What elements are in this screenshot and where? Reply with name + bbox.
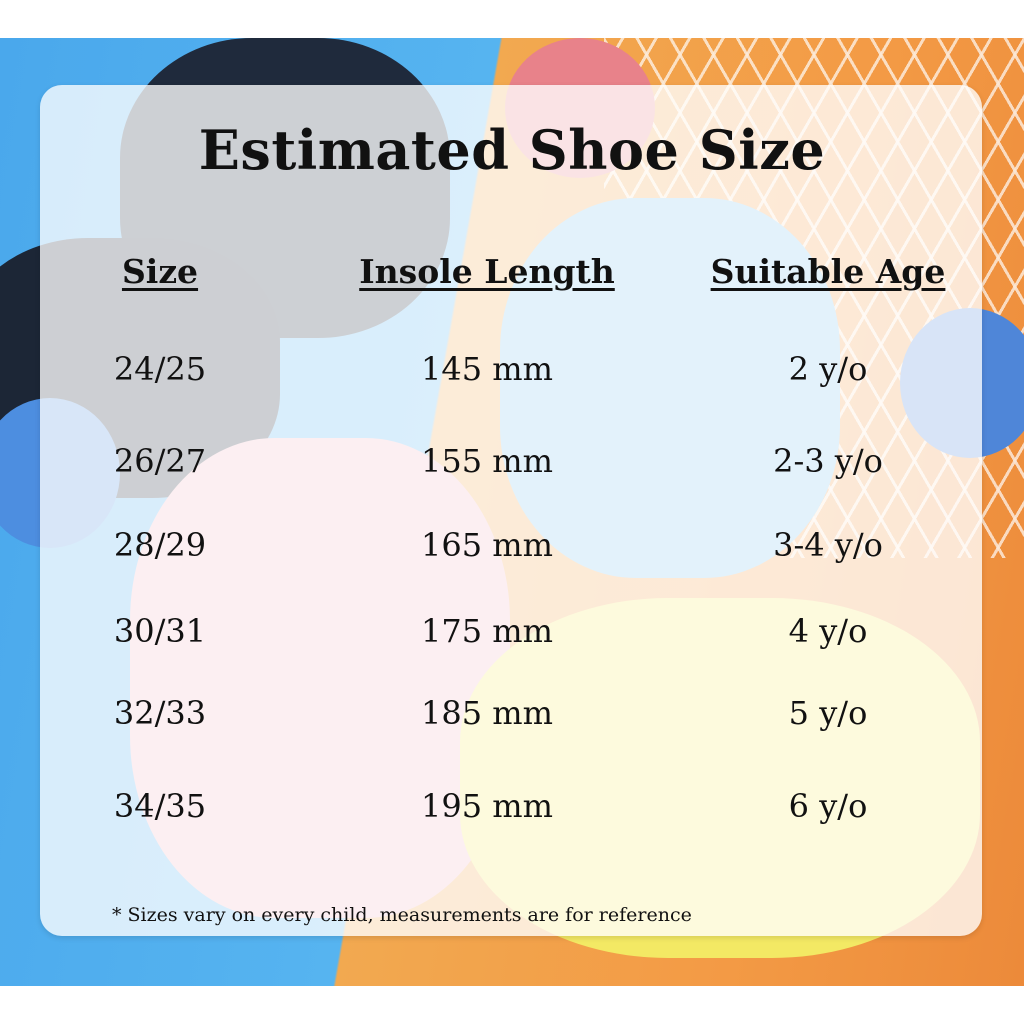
cell-size: 30/31 [113,612,207,650]
footnote: * Sizes vary on every child, measurement… [112,904,692,926]
cell-insole: 145 mm [421,350,553,388]
cell-insole: 165 mm [421,526,553,564]
cell-insole: 195 mm [421,787,553,825]
size-chart-card [40,85,982,936]
cell-age: 2 y/o [788,350,868,388]
cell-age: 4 y/o [788,612,868,650]
cell-age: 6 y/o [788,787,868,825]
cell-size: 32/33 [113,694,207,732]
cell-insole: 155 mm [421,442,553,480]
cell-insole: 175 mm [421,612,553,650]
cell-insole: 185 mm [421,694,553,732]
cell-size: 24/25 [113,350,207,388]
cell-age: 2-3 y/o [773,442,883,480]
cell-size: 34/35 [113,787,207,825]
header-suitable-age: Suitable Age [710,252,946,291]
chart-title: Estimated Shoe Size [198,118,826,182]
header-size: Size [121,252,199,291]
cell-size: 28/29 [113,526,207,564]
cell-age: 3-4 y/o [773,526,883,564]
cell-size: 26/27 [113,442,207,480]
header-insole-length: Insole Length [359,252,615,291]
cell-age: 5 y/o [788,694,868,732]
